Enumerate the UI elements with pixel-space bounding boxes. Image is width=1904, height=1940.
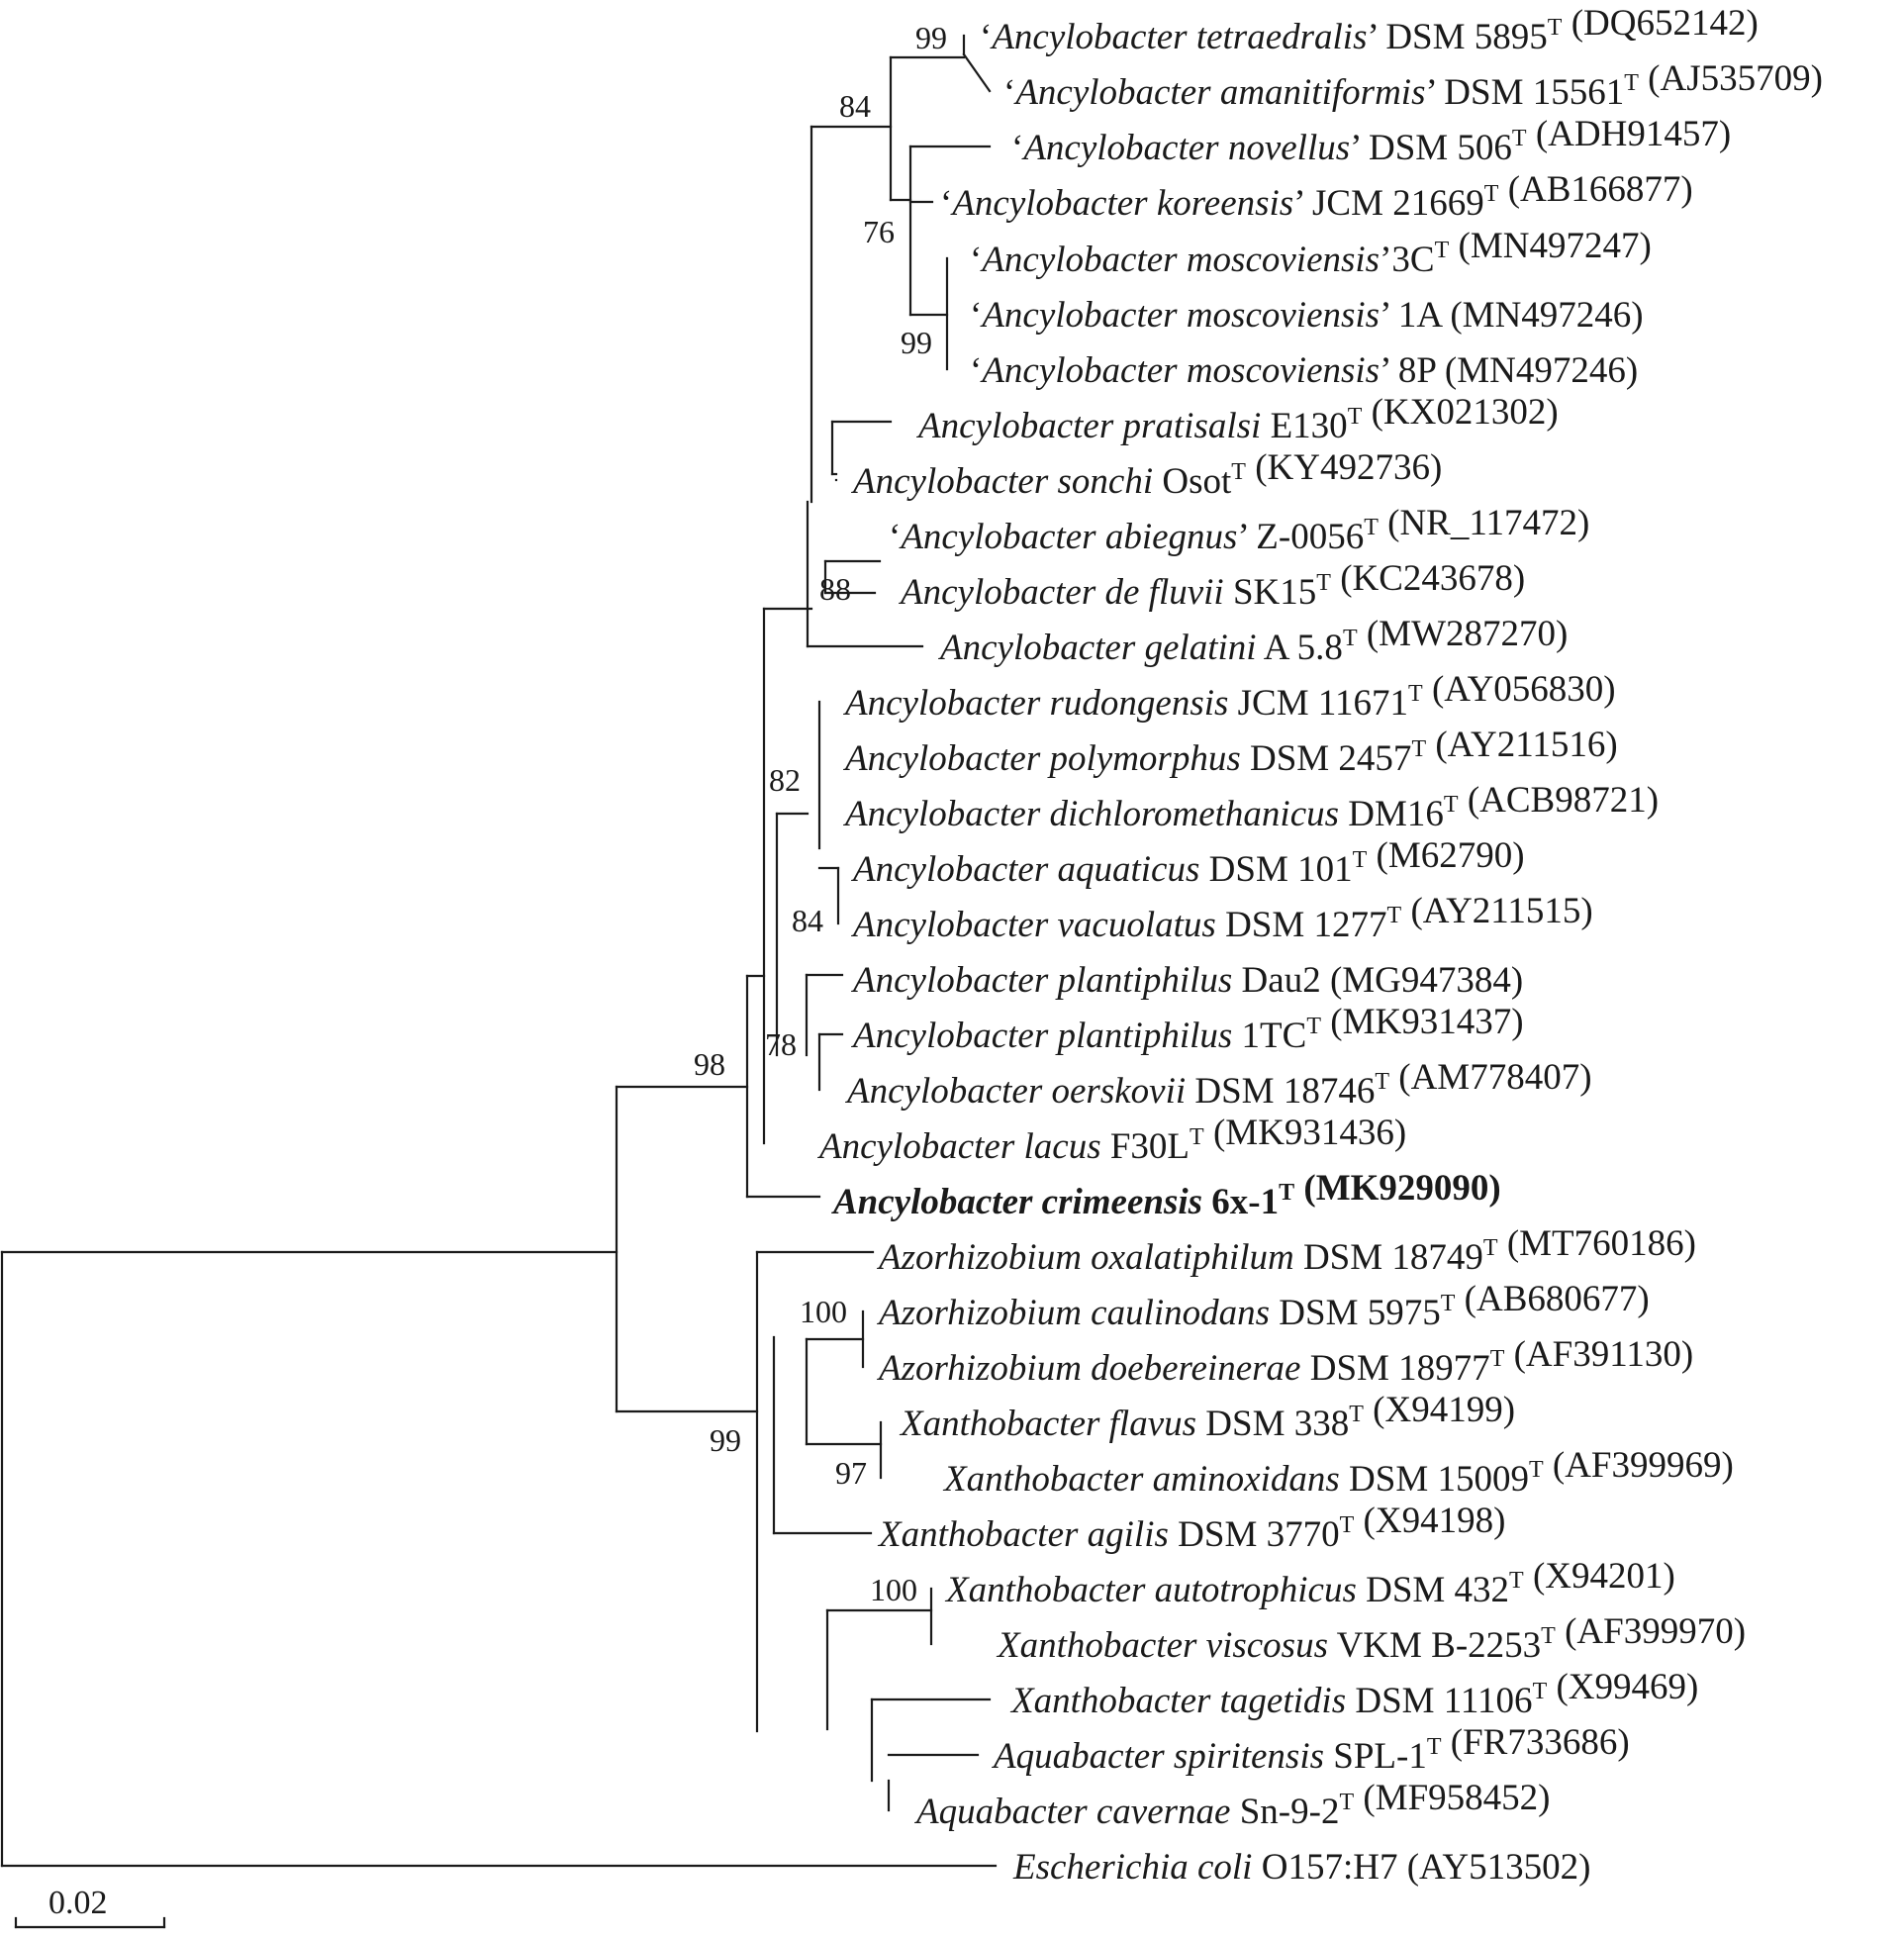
bootstrap-value: 84 (792, 903, 823, 938)
taxon-label: ‘Ancylobacter novellus’ DSM 506T (ADH914… (1011, 114, 1731, 168)
taxon-label: Ancylobacter dichloromethanicus DM16T (A… (842, 780, 1659, 834)
taxon-label: Ancylobacter de fluvii SK15T (KC243678) (898, 558, 1525, 613)
bootstrap-value: 88 (819, 571, 851, 607)
taxon-label: ‘Ancylobacter tetraedralis’ DSM 5895T (D… (980, 3, 1759, 57)
bootstrap-value: 78 (765, 1026, 797, 1062)
bootstrap-value: 97 (835, 1455, 867, 1491)
taxon-label: Azorhizobium caulinodans DSM 5975T (AB68… (876, 1279, 1650, 1333)
taxon-label: Ancylobacter oerskovii DSM 18746T (AM778… (844, 1057, 1592, 1112)
bootstrap-value: 99 (710, 1422, 741, 1458)
bootstrap-value: 98 (694, 1046, 725, 1082)
bootstrap-value: 84 (839, 88, 871, 124)
taxon-label: Ancylobacter polymorphus DSM 2457T (AY21… (842, 725, 1618, 779)
bootstrap-value: 100 (870, 1572, 917, 1607)
taxon-label: ‘Ancylobacter moscoviensis’3CT (MN497247… (970, 226, 1652, 280)
taxon-labels: ‘Ancylobacter tetraedralis’ DSM 5895T (D… (816, 3, 1823, 1888)
bootstrap-value: 82 (769, 762, 801, 798)
bootstrap-values: 99 84 76 99 88 82 84 78 98 100 97 99 100 (694, 20, 947, 1607)
taxon-label: ‘Ancylobacter koreensis’ JCM 21669T (AB1… (940, 169, 1693, 224)
taxon-label: Ancylobacter plantiphilus Dau2 (MG947384… (850, 960, 1523, 1001)
taxon-label: ‘Ancylobacter moscoviensis’ 8P (MN497246… (970, 350, 1638, 391)
taxon-label: Xanthobacter aminoxidans DSM 15009T (AF3… (942, 1445, 1734, 1500)
taxon-label: Ancylobacter sonchi OsotT (KY492736) (850, 447, 1442, 502)
scale-bar-label: 0.02 (48, 1885, 108, 1921)
taxon-label: ‘Ancylobacter abiegnus’ Z-0056T (NR_1174… (889, 503, 1589, 557)
taxon-label: Xanthobacter viscosus VKM B-2253T (AF399… (996, 1611, 1746, 1666)
taxon-label: Ancylobacter gelatini A 5.8T (MW287270) (937, 614, 1568, 668)
taxon-label: Aquabacter spiritensis SPL-1T (FR733686) (991, 1722, 1630, 1777)
taxon-label: Ancylobacter vacuolatus DSM 1277T (AY211… (850, 891, 1593, 945)
taxon-label: Ancylobacter crimeensis 6x-1T (MK929090) (831, 1168, 1501, 1222)
taxon-label: Escherichia coli O157:H7 (AY513502) (1012, 1847, 1590, 1888)
taxon-label: ‘Ancylobacter amanitiformis’ DSM 15561T … (1003, 58, 1823, 113)
bootstrap-value: 100 (800, 1294, 847, 1329)
bootstrap-value: 99 (915, 20, 947, 55)
taxon-label: Xanthobacter tagetidis DSM 11106T (X9946… (1009, 1667, 1698, 1721)
taxon-label: ‘Ancylobacter moscoviensis’ 1A (MN497246… (970, 295, 1644, 336)
taxon-label: Ancylobacter aquaticus DSM 101T (M62790) (850, 835, 1525, 890)
branch-segment (962, 52, 992, 93)
taxon-label: Ancylobacter rudongensis JCM 11671T (AY0… (842, 669, 1616, 724)
taxon-label: Azorhizobium doebereinerae DSM 18977T (A… (876, 1334, 1693, 1389)
taxon-label: Azorhizobium oxalatiphilum DSM 18749T (M… (876, 1223, 1696, 1278)
taxon-label: Xanthobacter flavus DSM 338T (X94199) (899, 1390, 1515, 1444)
bootstrap-value: 76 (863, 214, 895, 249)
scale-bar: 0.02 (14, 1885, 166, 1929)
taxon-label: Aquabacter cavernae Sn-9-2T (MF958452) (913, 1778, 1551, 1832)
taxon-label: Xanthobacter agilis DSM 3770T (X94198) (877, 1501, 1505, 1555)
taxon-label: Ancylobacter plantiphilus 1TCT (MK931437… (850, 1002, 1524, 1056)
bootstrap-value: 99 (901, 325, 932, 360)
taxon-label: Xanthobacter autotrophicus DSM 432T (X94… (944, 1556, 1675, 1610)
taxon-label: Ancylobacter lacus F30LT (MK931436) (816, 1113, 1406, 1167)
tree-branches (0, 34, 998, 1868)
taxon-label: Ancylobacter pratisalsi E130T (KX021302) (915, 392, 1559, 446)
